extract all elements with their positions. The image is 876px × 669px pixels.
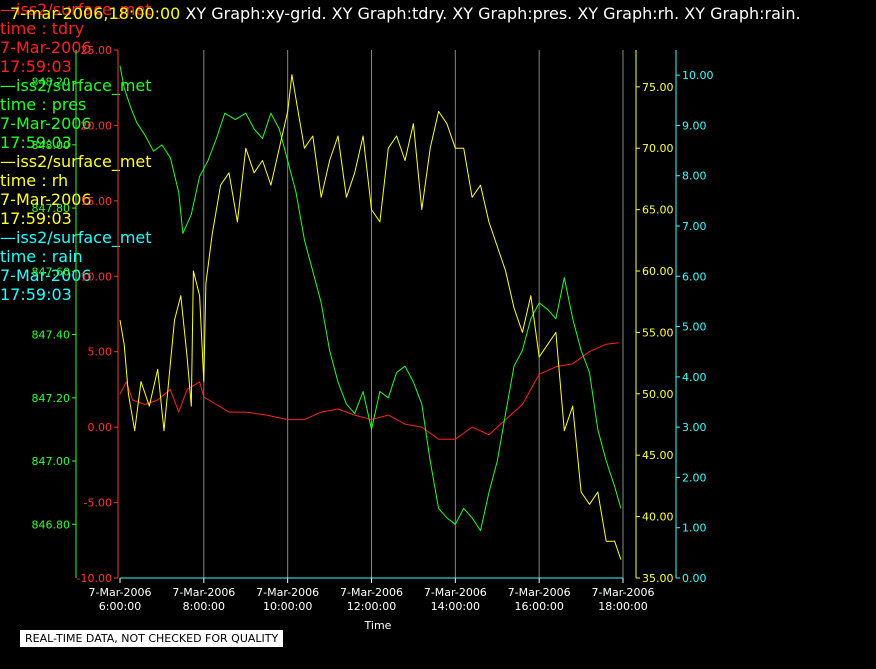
graph-list: XY Graph:xy-grid. XY Graph:tdry. XY Grap… — [185, 4, 801, 23]
legend-field: time : tdry — [0, 19, 85, 38]
x-tick-date: 7-Mar-2006 — [592, 586, 655, 599]
legend-entry: —iss2/surface_met time : tdry 7-Mar-2006 17… — [0, 0, 876, 76]
rain-tick-label: 10.00 — [682, 69, 714, 82]
legend-field: time : rh — [0, 171, 69, 190]
rain-tick-label: 8.00 — [682, 170, 707, 183]
x-axis: 7-Mar-20066:00:007-Mar-20068:00:007-Mar-… — [89, 577, 655, 613]
y-axes: 25.00 20.00 15.00 10.00 5.00 0.00 -5.00 -10.00 8… — [32, 44, 714, 585]
pres-tick-label: 847.60 — [32, 265, 71, 278]
rain-tick-label: 5.00 — [682, 321, 707, 334]
tdry-tick-label: 10.00 — [81, 270, 113, 283]
pres-tick-label: 848.20 — [32, 76, 71, 89]
rh-tick-label: 40.00 — [642, 511, 674, 524]
pres-series-line — [119, 65, 622, 532]
x-tick-time: 6:00:00 — [99, 600, 141, 613]
x-tick-date: 7-Mar-2006 — [340, 586, 403, 599]
x-tick-time: 12:00:00 — [347, 600, 396, 613]
x-tick-time: 16:00:00 — [514, 600, 563, 613]
legend-date: 7-Mar-2006 — [0, 114, 92, 133]
pres-tick-label: 847.80 — [32, 202, 71, 215]
rh-series-line — [119, 74, 622, 560]
x-tick-date: 7-Mar-2006 — [256, 586, 319, 599]
rain-tick-label: 7.00 — [682, 220, 707, 233]
x-tick-date: 7-Mar-2006 — [508, 586, 571, 599]
rh-tick-label: 70.00 — [642, 142, 674, 155]
x-tick-date: 7-Mar-2006 — [424, 586, 487, 599]
rh-tick-label: 75.00 — [642, 81, 674, 94]
x-tick-date: 7-Mar-2006 — [172, 586, 235, 599]
rh-tick-label: 45.00 — [642, 449, 674, 462]
plot-timestamp: 7-mar-2006,18:00:00 — [10, 4, 181, 23]
tdry-tick-label: 25.00 — [81, 44, 113, 57]
legend-title: —iss2/surface_met — [0, 0, 152, 19]
rh-tick-label: 65.00 — [642, 204, 674, 217]
pres-tick-label: 848.00 — [32, 139, 71, 152]
quality-note: REAL-TIME DATA, NOT CHECKED FOR QUALITY — [20, 630, 284, 647]
series-lines — [119, 65, 623, 579]
tdry-tick-label: -5.00 — [84, 497, 112, 510]
rh-tick-label: 50.00 — [642, 388, 674, 401]
rh-tick-label: 55.00 — [642, 326, 674, 339]
x-tick-time: 10:00:00 — [263, 600, 312, 613]
rh-tick-label: 60.00 — [642, 265, 674, 278]
legend-date: 7-Mar-2006 — [0, 266, 92, 285]
tdry-series-line — [119, 342, 619, 440]
legend-field: time : pres — [0, 95, 87, 114]
pres-tick-label: 847.20 — [32, 392, 71, 405]
tdry-tick-label: 20.00 — [81, 119, 113, 132]
pres-tick-label: 846.80 — [32, 518, 71, 531]
legend-date: 7-Mar-2006 — [0, 38, 92, 57]
rain-tick-label: 9.00 — [682, 119, 707, 132]
x-tick-time: 18:00:00 — [598, 600, 647, 613]
rain-tick-label: 2.00 — [682, 471, 707, 484]
x-tick-time: 14:00:00 — [431, 600, 480, 613]
legend-time: 17:59:03 — [0, 57, 72, 76]
title-bar: 7-mar-2006,18:00:00 XY Graph:xy-grid. XY… — [10, 3, 801, 25]
legend-date: 7-Mar-2006 — [0, 190, 92, 209]
vertical-grid — [203, 50, 624, 578]
rain-tick-label: 4.00 — [682, 371, 707, 384]
tdry-tick-label: 15.00 — [81, 195, 113, 208]
legend-time: 17:59:03 — [0, 209, 72, 228]
x-tick-time: 8:00:00 — [183, 600, 225, 613]
tdry-tick-label: 5.00 — [88, 346, 113, 359]
legend-time: 17:59:03 — [0, 133, 72, 152]
x-axis-label: Time — [364, 619, 392, 632]
rain-tick-label: 1.00 — [682, 522, 707, 535]
rh-tick-label: 35.00 — [642, 572, 674, 585]
tdry-tick-label: 0.00 — [88, 421, 113, 434]
legend-field: time : rain — [0, 247, 83, 266]
rain-tick-label: 3.00 — [682, 421, 707, 434]
tdry-tick-label: -10.00 — [77, 572, 112, 585]
pres-tick-label: 847.40 — [32, 329, 71, 342]
legend-time: 17:59:03 — [0, 285, 72, 304]
pres-tick-label: 847.00 — [32, 455, 71, 468]
rain-tick-label: 0.00 — [682, 572, 707, 585]
rain-tick-label: 6.00 — [682, 270, 707, 283]
x-tick-date: 7-Mar-2006 — [89, 586, 152, 599]
